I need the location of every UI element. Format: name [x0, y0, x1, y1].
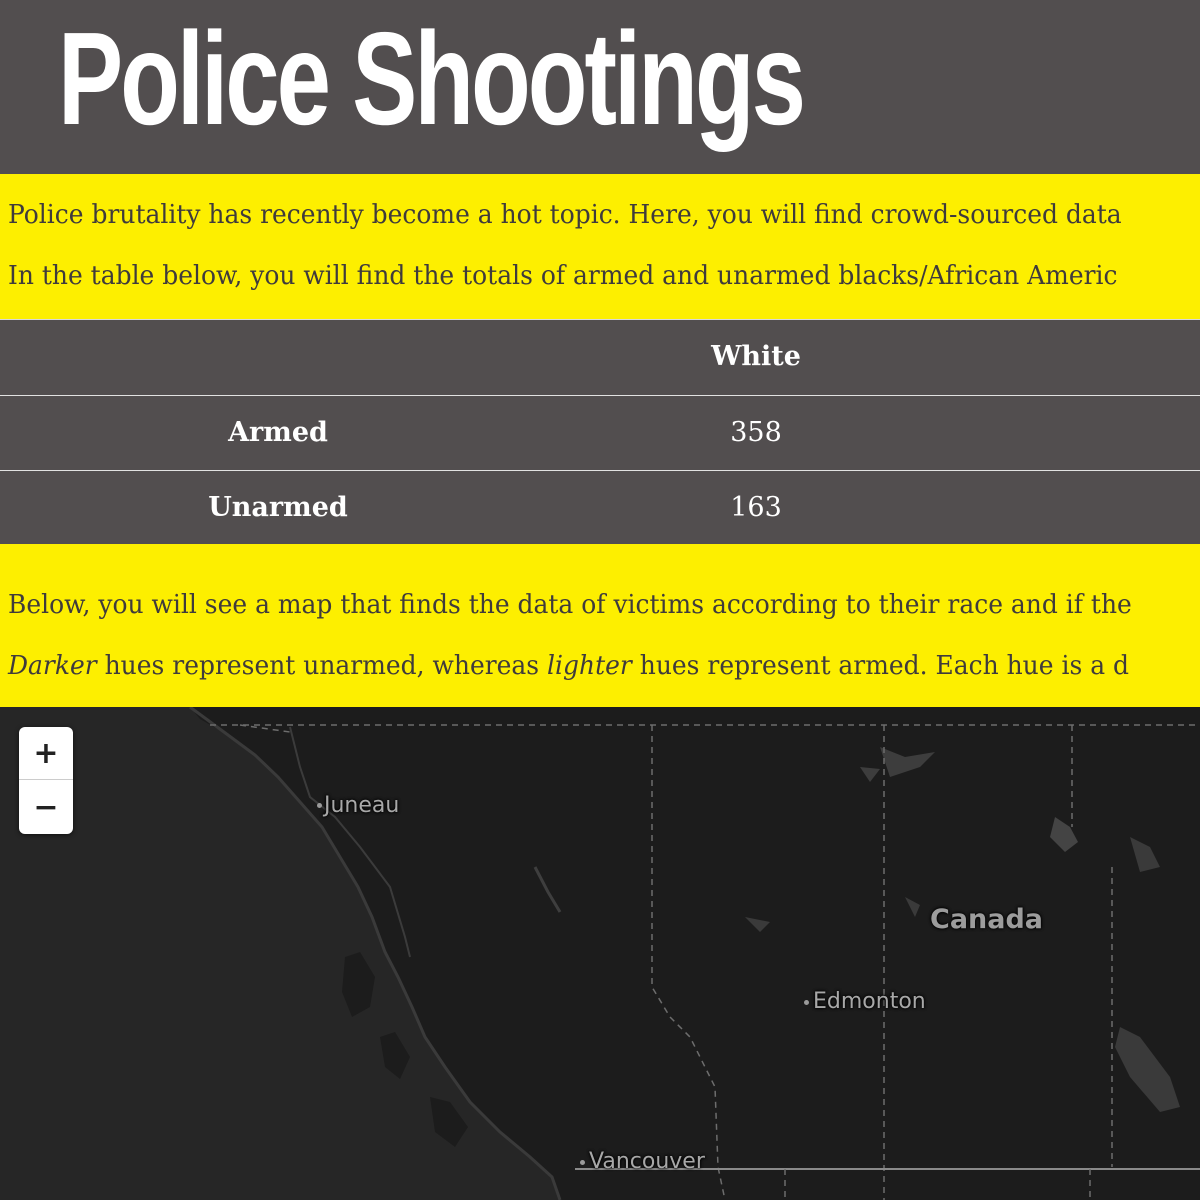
map-label-vancouver: Vancouver: [589, 1149, 705, 1174]
map-view[interactable]: Juneau Canada Edmonton Vancouver + −: [0, 707, 1200, 1200]
page-title: Police Shootings: [58, 5, 806, 152]
cell-unarmed-white: 163: [730, 492, 782, 523]
intro-paragraph-1: Police brutality has recently become a h…: [8, 200, 1122, 230]
description-text: hues represent armed. Each hue is a d: [631, 651, 1129, 681]
map-label-edmonton: Edmonton: [813, 989, 926, 1014]
description-text: hues represent unarmed, whereas: [96, 651, 548, 681]
city-marker: [580, 1160, 585, 1165]
totals-table: White Armed 358 Unarmed 163: [0, 319, 1200, 544]
table-header-white: White: [711, 341, 801, 372]
page-header: Police Shootings: [0, 0, 1200, 174]
table-row: Unarmed 163: [0, 470, 1200, 544]
map-description-1: Below, you will see a map that finds the…: [8, 590, 1132, 620]
zoom-in-button[interactable]: +: [19, 727, 73, 780]
lighter-emphasis: lighter: [547, 651, 632, 681]
city-marker: [804, 1000, 809, 1005]
map-description-2: Darker hues represent unarmed, whereas l…: [8, 649, 1129, 683]
darker-emphasis: Darker: [8, 651, 97, 681]
intro-section: Police brutality has recently become a h…: [0, 174, 1200, 319]
zoom-out-button[interactable]: −: [33, 790, 59, 825]
map-description-section: Below, you will see a map that finds the…: [0, 544, 1200, 707]
zoom-control: + −: [19, 727, 73, 834]
row-label-unarmed: Unarmed: [208, 492, 348, 523]
table-header-cell: [0, 320, 556, 394]
map-label-juneau: Juneau: [324, 793, 400, 818]
table-header-row: White: [0, 320, 1200, 395]
map-tiles: [189, 707, 1200, 1200]
intro-paragraph-2: In the table below, you will find the to…: [8, 261, 1118, 291]
city-marker: [317, 803, 322, 808]
row-label-armed: Armed: [228, 417, 328, 448]
cell-armed-white: 358: [730, 417, 782, 448]
map-label-canada: Canada: [930, 904, 1044, 935]
table-row: Armed 358: [0, 395, 1200, 470]
